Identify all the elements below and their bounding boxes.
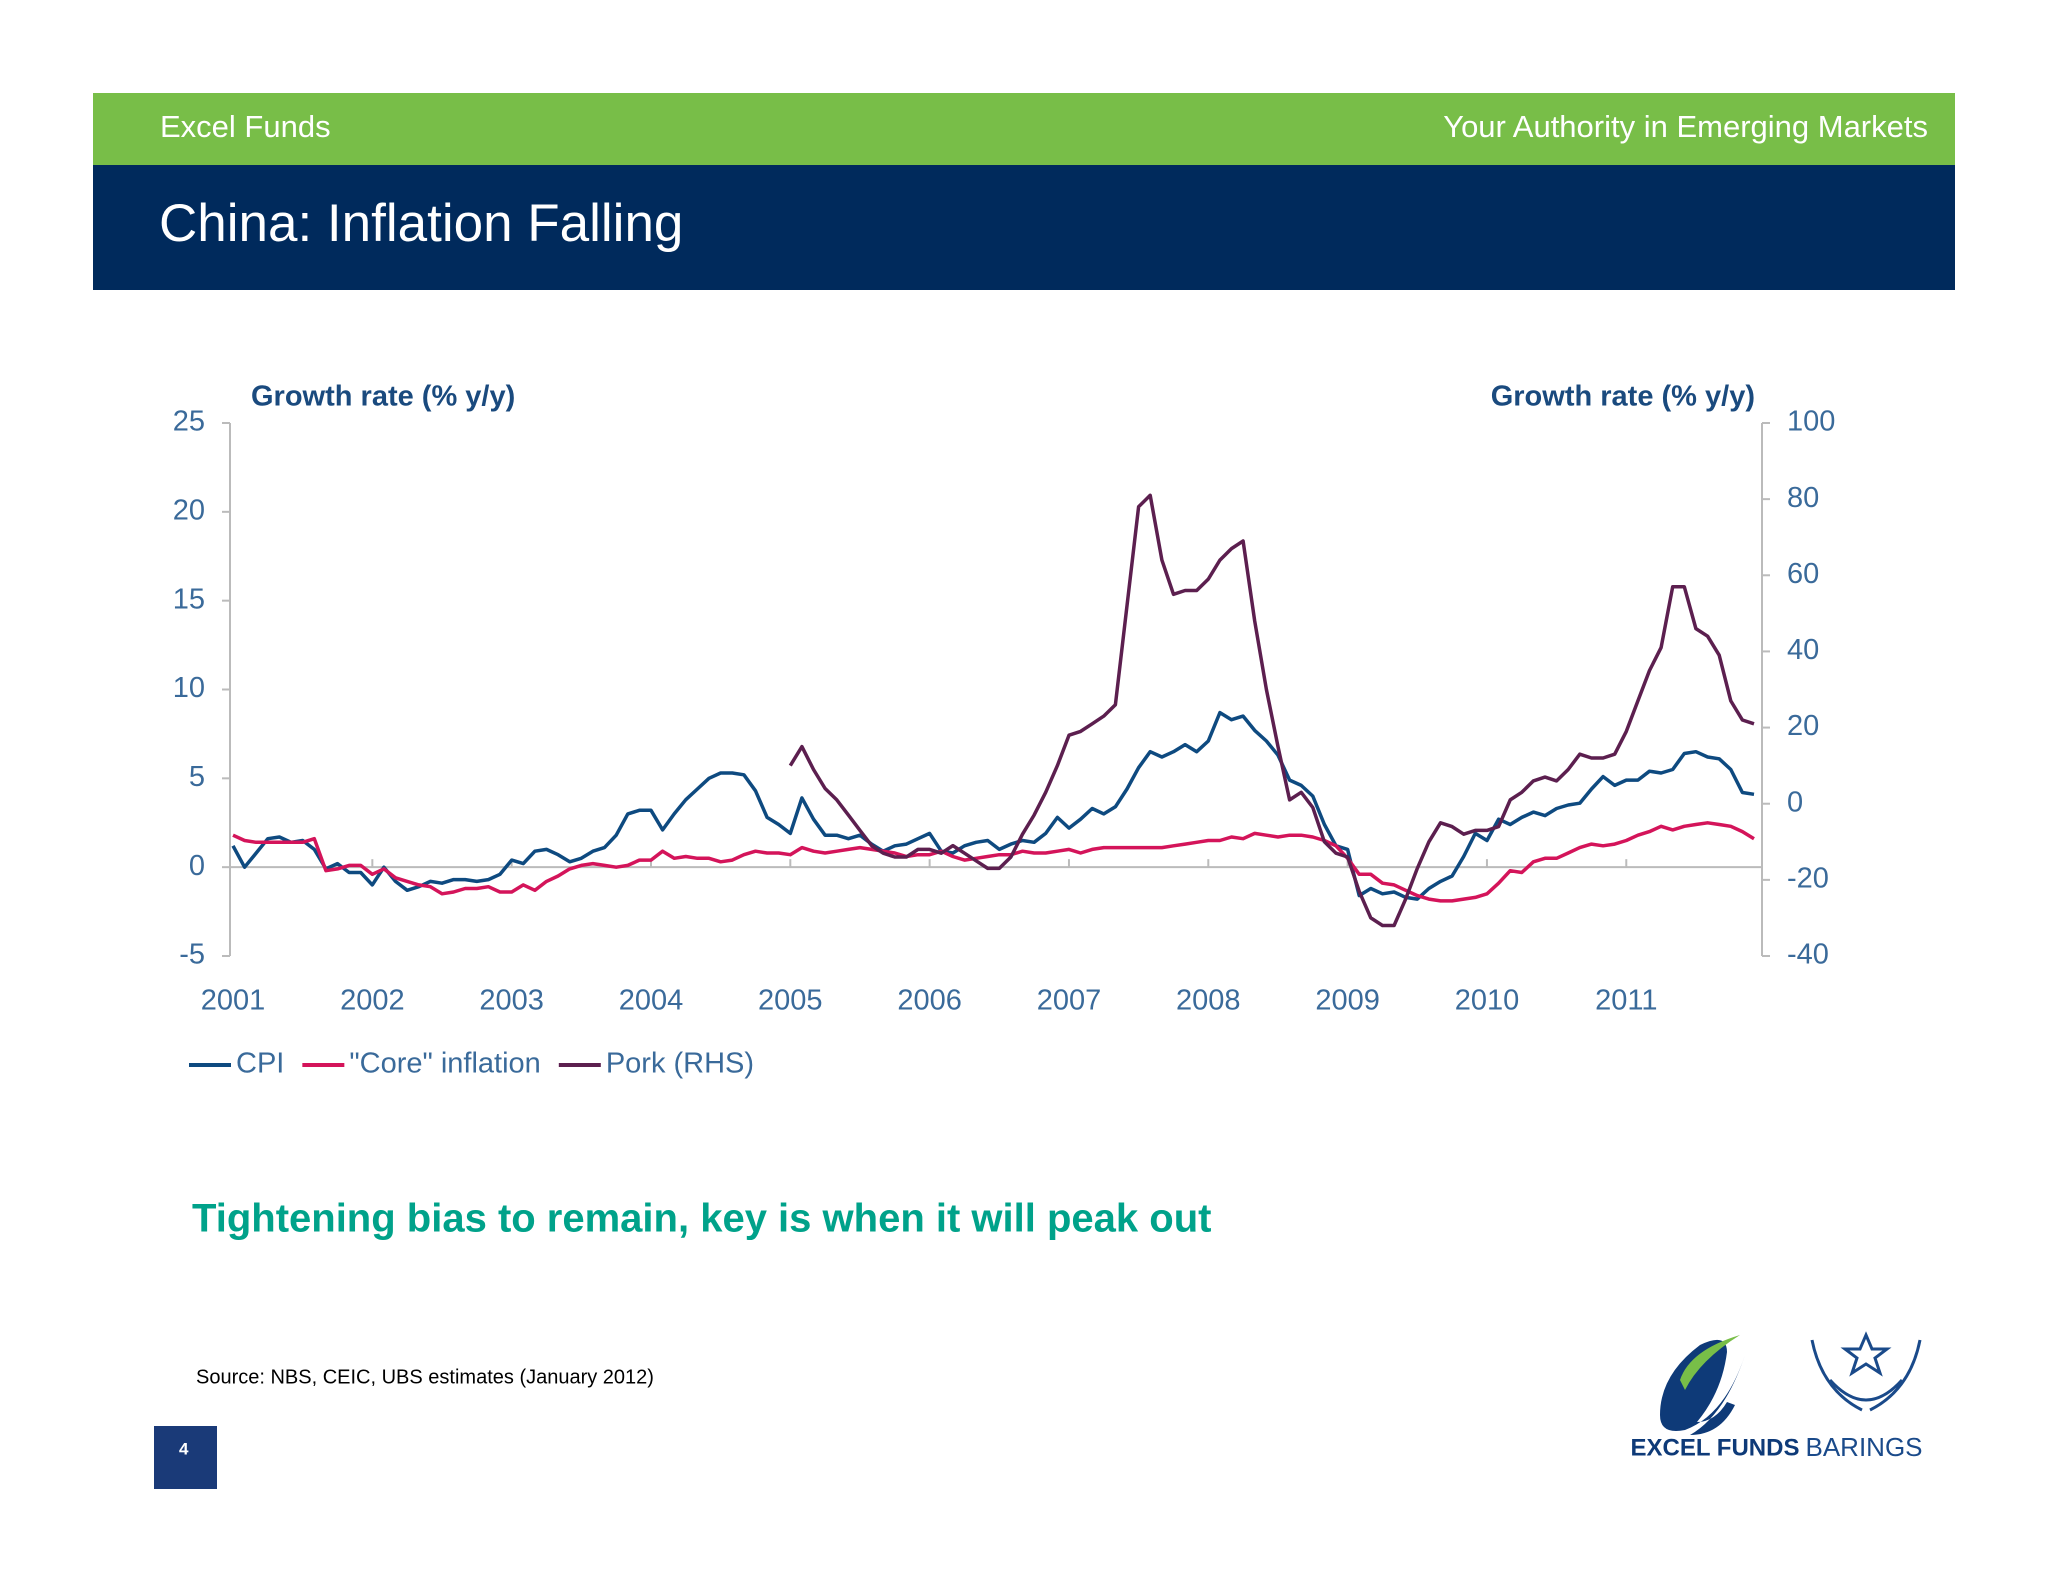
y2-tick-label: -20	[1787, 863, 1829, 895]
y-tick-label: 5	[189, 761, 205, 793]
x-tick-label: 2011	[1595, 985, 1657, 1017]
top-band	[93, 93, 1955, 165]
x-tick-label: 2004	[619, 985, 684, 1017]
legend-label: CPI	[236, 1048, 284, 1080]
x-tick-label: 2009	[1315, 985, 1380, 1017]
brand: Excel Funds	[160, 109, 331, 144]
barings-logo	[1810, 1331, 1922, 1412]
page-number: 4	[179, 1439, 189, 1458]
excel-logo	[1660, 1335, 1745, 1435]
y2-axis-title: Growth rate (% y/y)	[1491, 381, 1755, 413]
logo-wings	[1810, 1339, 1922, 1412]
logo-swoosh	[1680, 1335, 1740, 1390]
title-band	[93, 165, 1955, 290]
logo-star	[1840, 1331, 1892, 1377]
x-tick-label: 2001	[201, 985, 266, 1017]
y2-tick-label: 60	[1787, 558, 1819, 590]
y-tick-label: 25	[173, 406, 205, 438]
tagline: Your Authority in Emerging Markets	[1443, 109, 1928, 144]
series-line	[788, 493, 1755, 928]
logo-text: EXCEL FUNDS	[1631, 1434, 1800, 1461]
series-line	[232, 821, 1755, 903]
legend-label: Pork (RHS)	[606, 1048, 754, 1080]
x-tick-label: 2002	[340, 985, 405, 1017]
y2-tick-label: 40	[1787, 634, 1819, 666]
x-tick-label: 2008	[1176, 985, 1241, 1017]
x-tick-label: 2007	[1037, 985, 1102, 1017]
subtitle: Tightening bias to remain, key is when i…	[192, 1197, 1211, 1241]
y-tick-label: 10	[173, 672, 205, 704]
y2-tick-label: -40	[1787, 939, 1829, 971]
y-tick-label: 20	[173, 494, 205, 526]
x-tick-label: 2005	[758, 985, 823, 1017]
x-tick-label: 2006	[897, 985, 962, 1017]
x-tick-label: 2003	[479, 985, 544, 1017]
slide-title: China: Inflation Falling	[159, 194, 683, 253]
logo-mark	[1660, 1339, 1745, 1435]
y-tick-label: 15	[173, 583, 205, 615]
y2-tick-label: 20	[1787, 710, 1819, 742]
y-tick-label: 0	[189, 850, 205, 882]
y2-tick-label: 100	[1787, 406, 1835, 438]
page-number-box	[154, 1426, 217, 1489]
logo-text: BARINGS	[1805, 1432, 1922, 1462]
source: Source: NBS, CEIC, UBS estimates (Januar…	[196, 1366, 654, 1388]
y-tick-label: -5	[179, 939, 205, 971]
y-axis-title: Growth rate (% y/y)	[251, 381, 515, 413]
x-tick-label: 2010	[1455, 985, 1520, 1017]
y2-tick-label: 80	[1787, 482, 1819, 514]
y2-tick-label: 0	[1787, 786, 1803, 818]
legend-label: "Core" inflation	[349, 1048, 540, 1080]
